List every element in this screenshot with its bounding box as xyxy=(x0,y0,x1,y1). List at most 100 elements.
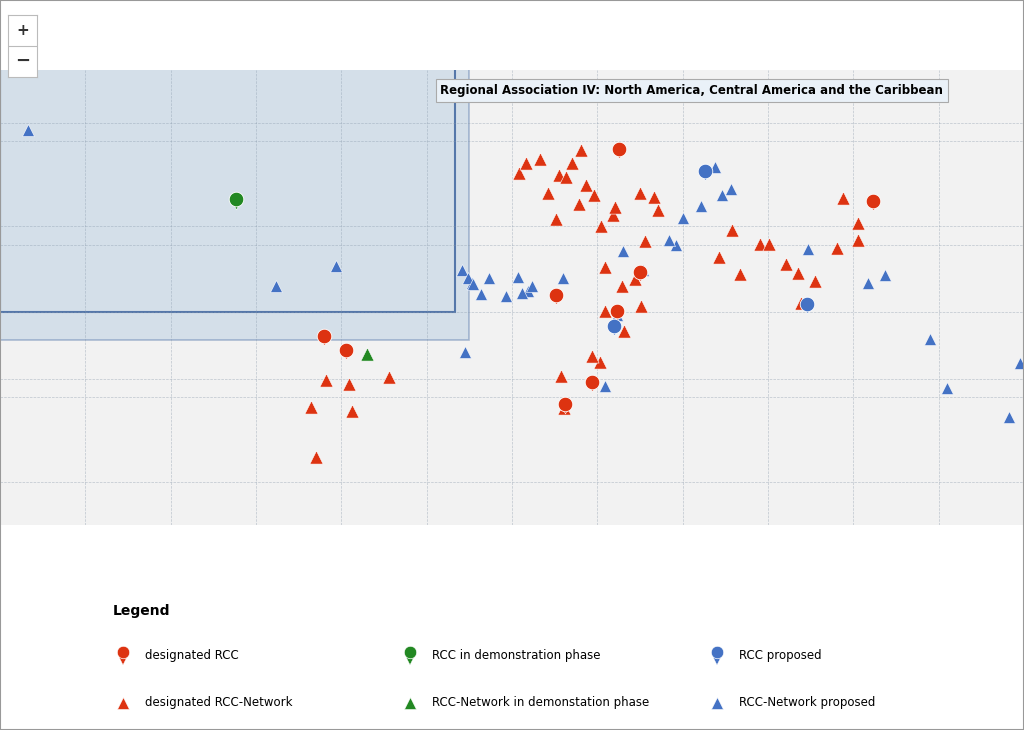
Point xyxy=(228,198,245,210)
Point xyxy=(596,305,612,317)
Point xyxy=(865,195,882,207)
Point xyxy=(793,297,809,309)
Point xyxy=(608,310,625,321)
Point xyxy=(584,376,600,388)
Point xyxy=(632,188,648,199)
Point xyxy=(20,124,37,136)
Point xyxy=(465,278,481,290)
Text: designated RCC: designated RCC xyxy=(145,649,240,662)
Point xyxy=(711,252,727,264)
Text: designated RCC-Network: designated RCC-Network xyxy=(145,696,293,710)
Text: Legend: Legend xyxy=(113,604,170,618)
Point xyxy=(753,239,769,250)
Text: RCC-Network in demonstation phase: RCC-Network in demonstation phase xyxy=(432,696,649,710)
Point xyxy=(571,198,588,210)
Point xyxy=(723,224,739,236)
Point xyxy=(228,193,245,205)
Point xyxy=(586,189,602,201)
Point xyxy=(715,189,731,201)
Point xyxy=(650,204,667,216)
Point xyxy=(1012,358,1024,369)
Point xyxy=(632,266,648,277)
Point xyxy=(307,451,324,463)
Point xyxy=(548,213,564,225)
Point xyxy=(608,310,625,321)
Point xyxy=(556,402,572,414)
Point xyxy=(344,405,360,417)
Point xyxy=(338,348,354,360)
Point xyxy=(607,201,624,213)
Point xyxy=(523,280,540,292)
Point xyxy=(610,147,627,159)
Point xyxy=(596,261,612,273)
Bar xyxy=(0,55,469,340)
Point xyxy=(592,356,608,368)
Point xyxy=(605,210,622,221)
Point xyxy=(556,402,572,414)
Point xyxy=(381,371,397,383)
Point xyxy=(693,201,710,212)
Point xyxy=(303,401,319,412)
Point xyxy=(627,273,643,285)
Point xyxy=(498,291,514,302)
Point xyxy=(511,167,527,179)
Point xyxy=(723,182,739,194)
Point xyxy=(578,180,594,191)
Point xyxy=(556,399,572,410)
Point xyxy=(877,269,893,280)
Point xyxy=(532,153,549,165)
Point xyxy=(799,298,815,310)
Point xyxy=(922,333,938,345)
Point xyxy=(316,330,333,342)
Point xyxy=(593,220,609,232)
Point xyxy=(547,289,563,301)
Point xyxy=(859,277,876,289)
Point xyxy=(849,217,865,228)
Point xyxy=(547,293,563,305)
Point xyxy=(614,280,631,292)
Point xyxy=(558,171,574,182)
Point xyxy=(540,187,556,199)
Point xyxy=(572,144,589,155)
Point xyxy=(585,350,601,361)
Point xyxy=(510,271,526,283)
Point xyxy=(519,285,536,296)
Point xyxy=(646,191,663,203)
Point xyxy=(610,143,627,155)
Point xyxy=(761,239,777,250)
Point xyxy=(708,161,724,172)
Point xyxy=(555,272,571,283)
Point xyxy=(606,320,623,331)
Point xyxy=(460,272,476,284)
Point xyxy=(632,270,648,282)
Point xyxy=(614,245,631,256)
Point xyxy=(800,243,816,255)
Point xyxy=(328,261,344,272)
Text: +: + xyxy=(16,23,29,38)
Point xyxy=(675,212,691,223)
Point xyxy=(584,380,600,392)
Point xyxy=(596,380,612,391)
Point xyxy=(850,234,866,246)
Point xyxy=(807,275,823,287)
Point xyxy=(513,288,529,299)
Point xyxy=(668,239,684,250)
Point xyxy=(1000,411,1017,423)
Point xyxy=(563,157,580,169)
Point xyxy=(835,193,851,204)
Point xyxy=(481,272,498,283)
Point xyxy=(828,242,845,254)
Point xyxy=(550,169,566,180)
Point xyxy=(267,280,284,292)
Point xyxy=(799,302,815,314)
Point xyxy=(939,383,955,394)
Text: RCC proposed: RCC proposed xyxy=(739,649,822,662)
Text: RCC in demonstration phase: RCC in demonstration phase xyxy=(432,649,601,662)
Text: −: − xyxy=(15,52,30,70)
Point xyxy=(341,378,357,390)
Point xyxy=(697,169,714,181)
Point xyxy=(633,300,649,312)
Point xyxy=(455,264,471,276)
Text: RCC-Network proposed: RCC-Network proposed xyxy=(739,696,876,710)
Point xyxy=(338,344,354,356)
